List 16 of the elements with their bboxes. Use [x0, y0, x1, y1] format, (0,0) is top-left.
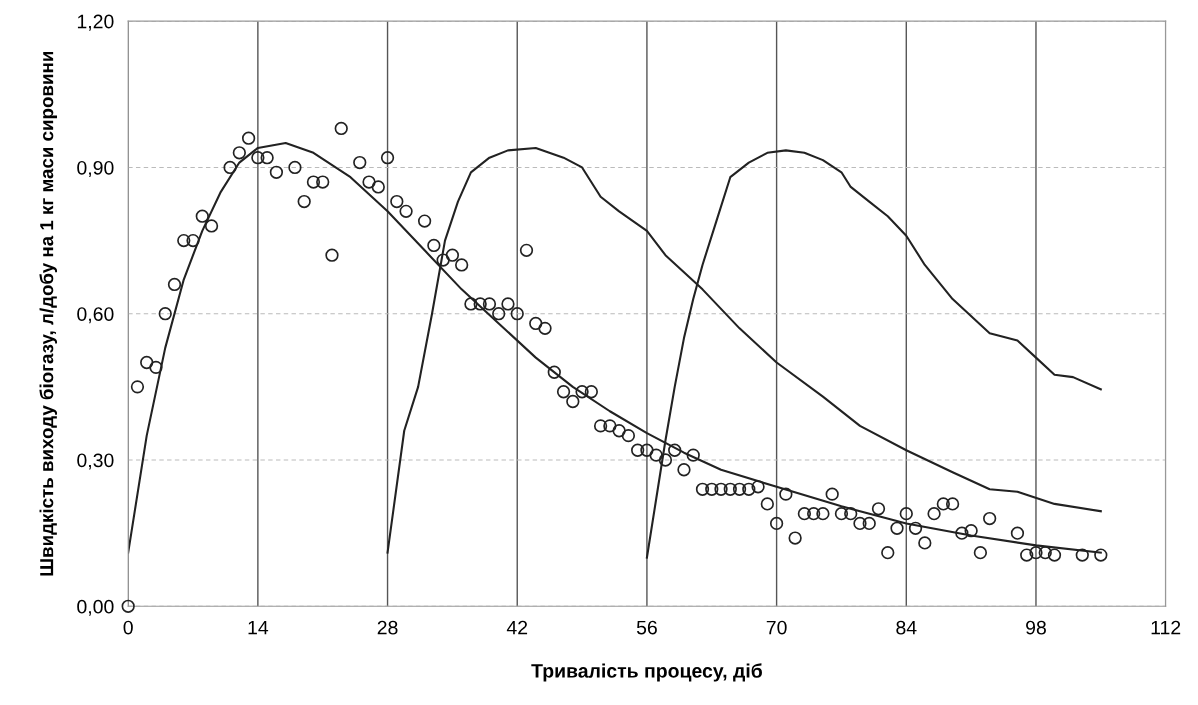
- y-tick-label: 1,20: [77, 14, 114, 31]
- y-axis-title: Швидкість виходу біогазу, л/добу на 1 кг маси сировини: [39, 51, 58, 576]
- x-tick-label: 56: [636, 620, 657, 635]
- y-tick-label: 0,30: [77, 453, 114, 470]
- y-tick-label: 0,90: [77, 160, 114, 177]
- x-tick-label: 112: [1151, 620, 1181, 635]
- x-tick-label: 70: [766, 620, 787, 635]
- x-tick-label: 0: [123, 620, 133, 635]
- x-tick-label: 84: [896, 620, 917, 635]
- y-tick-label: 0,60: [77, 307, 114, 324]
- y-tick-label: 0,00: [77, 599, 114, 616]
- x-axis-title: Тривалість процесу, діб: [531, 663, 762, 682]
- x-tick-label: 98: [1026, 620, 1046, 635]
- x-tick-label: 14: [248, 620, 269, 635]
- x-tick-label: 28: [377, 620, 398, 635]
- x-tick-label: 42: [506, 620, 528, 635]
